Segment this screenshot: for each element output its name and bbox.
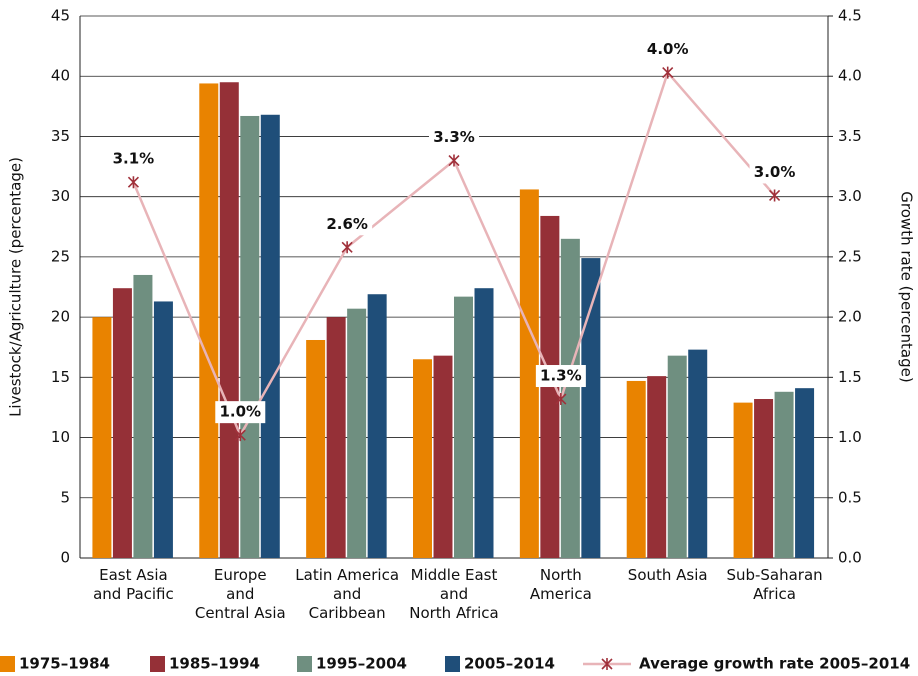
- y-tick-label: 45: [51, 7, 70, 25]
- bar: [733, 402, 753, 558]
- bar: [647, 376, 667, 558]
- y-tick-label: 40: [51, 67, 70, 85]
- y2-tick-label: 1.0: [838, 428, 862, 446]
- bar: [519, 189, 539, 558]
- bar: [474, 288, 494, 558]
- value-label: 4.0%: [647, 40, 689, 58]
- legend-marker: [601, 658, 613, 670]
- value-label: 3.1%: [113, 150, 155, 168]
- bar: [367, 294, 387, 558]
- marker: [769, 189, 781, 202]
- marker: [341, 241, 353, 254]
- legend-swatch: [297, 656, 312, 672]
- y-tick-label: 5: [60, 488, 70, 506]
- x-tick-label: Latin America and Caribbean: [295, 566, 400, 622]
- bar: [754, 399, 774, 558]
- legend-label: 1985–1994: [169, 655, 260, 673]
- bar: [560, 238, 580, 559]
- y2-tick-label: 4.5: [838, 7, 862, 25]
- y-tick-label: 35: [51, 127, 70, 145]
- y-axis-title: Livestock/Agriculture (percentage): [7, 157, 25, 417]
- bar: [260, 114, 280, 559]
- value-label-bg: [322, 213, 373, 236]
- bar: [326, 317, 346, 558]
- bar: [112, 288, 132, 558]
- y2-tick-label: 2.5: [838, 247, 862, 265]
- x-tick-label: South Asia: [627, 566, 708, 584]
- x-tick-label: Sub-Saharan Africa: [726, 566, 823, 603]
- y2-tick-label: 1.5: [838, 368, 862, 386]
- y2-tick-label: 0.0: [838, 549, 862, 567]
- value-label: 3.3%: [433, 128, 475, 146]
- x-tick-label: East Asia and Pacific: [93, 566, 174, 603]
- y2-tick-label: 3.0: [838, 187, 862, 205]
- value-label-bg: [215, 401, 266, 424]
- value-label: 1.0%: [219, 403, 261, 421]
- legend-label: 1975–1984: [19, 655, 110, 673]
- bar: [306, 339, 326, 558]
- y-tick-label: 25: [51, 247, 70, 265]
- value-label-bg: [108, 148, 159, 171]
- bar: [153, 301, 173, 558]
- legend-swatch: [0, 656, 15, 672]
- bar: [688, 349, 708, 558]
- legend-swatch: [445, 656, 460, 672]
- legend-label: 2005–2014: [464, 655, 555, 673]
- x-tick-label: Europe and Central Asia: [194, 566, 286, 622]
- bar: [413, 359, 432, 558]
- value-label-bg: [535, 365, 586, 388]
- x-tick-label: North America: [529, 566, 592, 603]
- marker: [448, 154, 460, 167]
- bar: [240, 115, 260, 559]
- y2-tick-label: 0.5: [838, 488, 862, 506]
- y2-tick-label: 2.0: [838, 308, 862, 326]
- value-label-bg: [749, 161, 800, 184]
- value-label: 1.3%: [540, 367, 582, 385]
- legend-swatch: [150, 656, 165, 672]
- value-label-bg: [429, 126, 479, 149]
- y2-axis-title: Growth rate (percentage): [898, 191, 916, 382]
- bar: [433, 355, 453, 558]
- bar: [667, 355, 687, 558]
- marker: [127, 176, 139, 189]
- marker: [662, 66, 674, 79]
- legend-label: 1995–2004: [316, 655, 407, 673]
- marker: [234, 429, 246, 442]
- bar: [219, 82, 239, 558]
- y-tick-label: 0: [60, 549, 70, 567]
- bar: [199, 83, 219, 559]
- bar: [795, 388, 815, 558]
- y2-tick-label: 3.5: [838, 127, 862, 145]
- y-tick-label: 10: [51, 428, 70, 446]
- y2-tick-label: 4.0: [838, 67, 862, 85]
- x-tick-label: Middle East and North Africa: [409, 566, 499, 622]
- bar: [347, 308, 367, 558]
- y-tick-label: 15: [51, 368, 70, 386]
- marker: [555, 393, 567, 406]
- bar: [133, 274, 153, 558]
- bar: [92, 317, 112, 558]
- bar: [581, 258, 601, 558]
- bar: [626, 380, 646, 558]
- y-tick-label: 20: [51, 308, 70, 326]
- value-label: 3.0%: [754, 163, 796, 181]
- y-tick-label: 30: [51, 187, 70, 205]
- value-label-bg: [642, 38, 693, 61]
- value-label: 2.6%: [326, 215, 368, 233]
- legend-label: Average growth rate 2005–2014: [639, 655, 910, 673]
- bar: [454, 296, 473, 558]
- bar: [774, 391, 794, 558]
